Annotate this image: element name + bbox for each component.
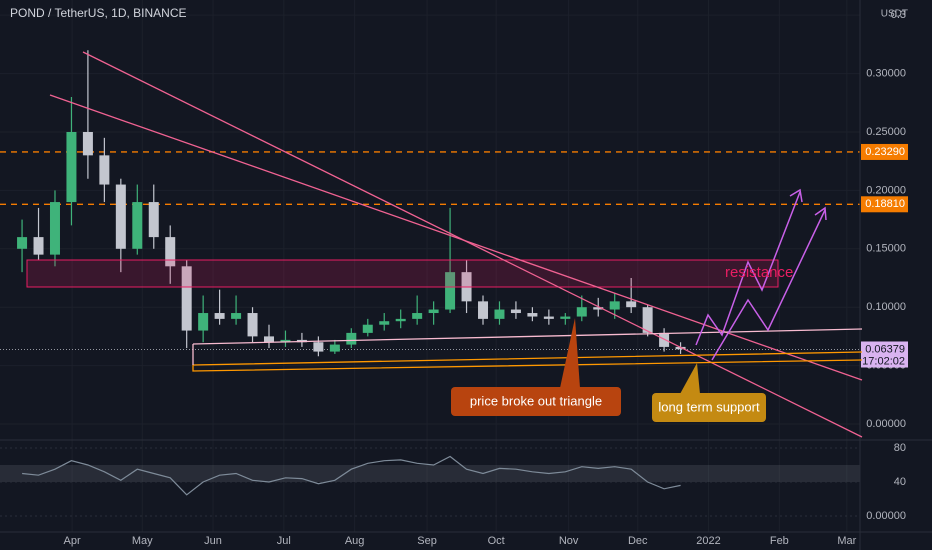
arrow-head <box>789 188 803 203</box>
candle-body <box>346 332 357 345</box>
candle-body <box>329 344 340 352</box>
countdown: 17:02:02 <box>862 355 905 367</box>
candle-body <box>17 237 28 249</box>
x-tick-label: Jun <box>204 535 222 547</box>
candle-body <box>132 202 143 249</box>
x-tick-label: Apr <box>64 535 81 547</box>
candle-body <box>99 155 110 185</box>
y-tick-label: 0.15000 <box>866 243 906 255</box>
candle-body <box>576 307 587 317</box>
callout-pointer <box>560 318 580 388</box>
annotation: long term support <box>658 399 760 414</box>
candle-body <box>626 301 637 308</box>
level-label: 0.23290 <box>865 146 905 158</box>
candle-body <box>214 313 225 319</box>
x-tick-label: Sep <box>417 535 437 547</box>
candle-body <box>82 131 93 156</box>
candle-body <box>181 266 192 331</box>
candle-body <box>478 301 489 319</box>
candle-body <box>66 131 77 203</box>
last-price-label: 0.06379 <box>865 343 905 355</box>
x-tick-label: Oct <box>488 535 505 547</box>
candle-body <box>313 342 324 352</box>
x-tick-label: Mar <box>837 535 856 547</box>
y-tick-label: 0.10000 <box>866 301 906 313</box>
y-tick-label: 0.00000 <box>866 418 906 430</box>
annotation: resistance <box>725 264 793 281</box>
chart-title: POND / TetherUS, 1D, BINANCE <box>10 6 187 20</box>
grid <box>0 151 860 517</box>
rsi-band <box>0 464 860 483</box>
level-label-box <box>861 143 908 160</box>
triangle-base <box>192 328 863 345</box>
candle-body <box>263 336 274 343</box>
rsi-tick-label: 40 <box>894 476 906 488</box>
annotation: price broke out triangle <box>470 393 602 408</box>
y-tick-label: 0.25000 <box>866 126 906 138</box>
candle-body <box>543 316 554 319</box>
support-channel <box>192 351 863 372</box>
level-label-box <box>861 196 908 213</box>
candle-body <box>165 237 176 267</box>
candle-body <box>560 316 571 319</box>
candle-body <box>115 184 126 249</box>
candle-body <box>280 339 291 343</box>
candle-body <box>379 321 390 325</box>
candle-body <box>675 346 686 350</box>
x-tick-label: May <box>132 535 153 547</box>
candle-body <box>445 272 456 310</box>
candle-body <box>395 318 406 322</box>
arrow-head <box>814 206 827 221</box>
candle-body <box>231 313 242 319</box>
x-tick-label: 2022 <box>696 535 720 547</box>
drawings: resistance price broke out triangle long… <box>26 51 863 438</box>
y-tick-label: 0.3 <box>891 9 906 21</box>
rsi-tick-label: 0.00000 <box>866 510 906 522</box>
y-tick-label: 0.20000 <box>866 184 906 196</box>
projection-arrow <box>695 191 801 346</box>
candle-body <box>510 309 521 314</box>
currency: USDT <box>881 9 908 20</box>
candle-body <box>198 313 209 331</box>
x-tick-label: Nov <box>559 535 579 547</box>
x-tick-label: Aug <box>345 535 365 547</box>
candle-body <box>362 324 373 333</box>
candle-body <box>527 313 538 317</box>
candle-body <box>148 202 159 238</box>
y-tick-label: 0.30000 <box>866 67 906 79</box>
candle-body <box>33 237 44 255</box>
candle-body <box>428 309 439 314</box>
projection-arrow <box>711 209 826 361</box>
callout-box <box>652 393 766 422</box>
x-tick-label: Dec <box>628 535 648 547</box>
trend-line <box>82 51 863 438</box>
rsi-line <box>22 455 681 496</box>
candle-body <box>412 313 423 319</box>
candle-body <box>593 307 604 310</box>
callout-pointer <box>680 363 700 394</box>
rsi-tick-label: 80 <box>894 442 906 454</box>
resistance-zone <box>26 259 779 288</box>
candle-body <box>494 309 505 319</box>
candle-body <box>49 202 60 255</box>
x-tick-label: Jul <box>277 535 291 547</box>
last-price-box <box>861 341 908 368</box>
x-tick-label: Feb <box>770 535 789 547</box>
candle-body <box>609 301 620 310</box>
level-label: 0.18810 <box>865 198 905 210</box>
candle-body <box>642 307 653 333</box>
callout-box <box>451 387 621 416</box>
candle-body <box>247 313 258 337</box>
